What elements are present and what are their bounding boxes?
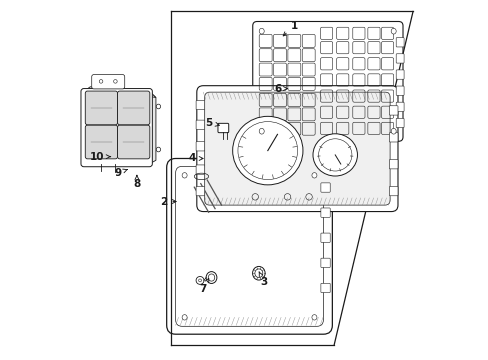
FancyBboxPatch shape (196, 86, 397, 212)
FancyBboxPatch shape (320, 208, 329, 217)
FancyBboxPatch shape (204, 92, 389, 205)
FancyBboxPatch shape (117, 125, 149, 159)
FancyBboxPatch shape (81, 89, 152, 167)
FancyBboxPatch shape (395, 102, 403, 112)
Ellipse shape (156, 104, 160, 109)
Ellipse shape (232, 116, 303, 185)
Polygon shape (83, 87, 156, 98)
Ellipse shape (259, 129, 264, 134)
Text: 9: 9 (115, 168, 127, 178)
Ellipse shape (182, 173, 187, 178)
FancyBboxPatch shape (85, 91, 117, 125)
Text: 8: 8 (133, 175, 140, 189)
Text: 1: 1 (283, 21, 298, 36)
FancyBboxPatch shape (395, 86, 403, 95)
FancyBboxPatch shape (320, 183, 329, 192)
Polygon shape (149, 91, 156, 164)
FancyBboxPatch shape (388, 133, 397, 142)
FancyBboxPatch shape (196, 186, 204, 196)
Ellipse shape (390, 129, 395, 134)
Ellipse shape (156, 147, 160, 152)
Ellipse shape (311, 173, 316, 178)
FancyBboxPatch shape (196, 165, 204, 174)
Text: 10: 10 (90, 152, 110, 162)
Ellipse shape (311, 315, 316, 320)
Ellipse shape (312, 134, 357, 176)
Ellipse shape (259, 28, 264, 34)
FancyBboxPatch shape (395, 118, 403, 128)
FancyBboxPatch shape (166, 158, 332, 334)
Text: 6: 6 (274, 84, 287, 94)
FancyBboxPatch shape (395, 54, 403, 63)
FancyBboxPatch shape (395, 70, 403, 79)
Ellipse shape (206, 272, 217, 283)
FancyBboxPatch shape (388, 106, 397, 115)
FancyBboxPatch shape (388, 186, 397, 196)
Text: 7: 7 (199, 278, 208, 294)
FancyBboxPatch shape (320, 233, 329, 242)
Text: 5: 5 (204, 118, 219, 128)
Ellipse shape (182, 315, 187, 320)
FancyBboxPatch shape (196, 100, 204, 110)
Text: 2: 2 (160, 197, 176, 207)
FancyBboxPatch shape (117, 91, 149, 125)
Ellipse shape (390, 28, 395, 34)
FancyBboxPatch shape (252, 22, 402, 141)
Text: 4: 4 (188, 153, 203, 163)
Text: 3: 3 (259, 272, 267, 287)
Ellipse shape (252, 266, 264, 280)
FancyBboxPatch shape (196, 120, 204, 130)
FancyBboxPatch shape (395, 38, 403, 47)
FancyBboxPatch shape (388, 159, 397, 169)
FancyBboxPatch shape (85, 125, 117, 159)
FancyBboxPatch shape (218, 123, 228, 133)
FancyBboxPatch shape (92, 75, 124, 89)
FancyBboxPatch shape (320, 283, 329, 293)
FancyBboxPatch shape (196, 141, 204, 151)
FancyBboxPatch shape (320, 258, 329, 267)
